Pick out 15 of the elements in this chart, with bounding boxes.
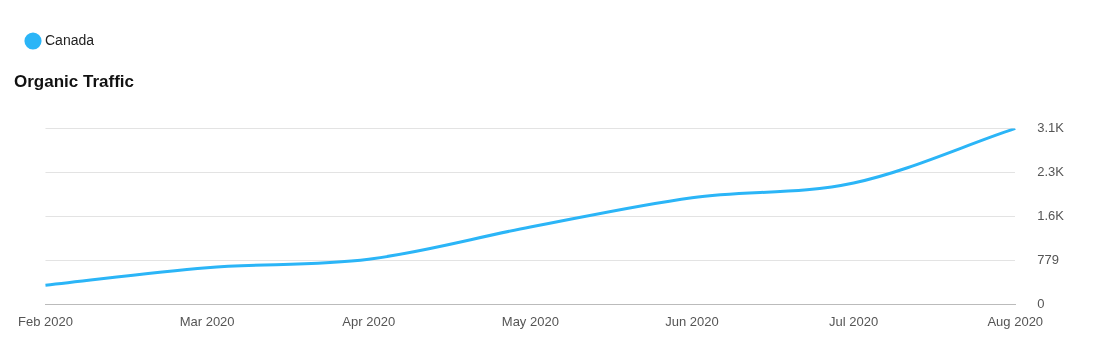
x-tick-label: Apr 2020 <box>342 313 396 329</box>
x-tick-label: Jul 2020 <box>829 313 879 329</box>
x-tick-label: Feb 2020 <box>18 313 73 329</box>
line-series <box>43 128 1017 287</box>
y-tick-label: 3.1K <box>1037 119 1065 135</box>
y-tick-label: 2.3K <box>1037 163 1065 179</box>
y-tick-label: 1.6K <box>1037 207 1065 223</box>
y-tick-label: 779 <box>1037 251 1059 267</box>
y-tick-label: 0 <box>1037 295 1045 311</box>
x-tick-label: Aug 2020 <box>987 313 1044 329</box>
x-tick-label: Mar 2020 <box>179 313 235 329</box>
legend-label: Canada <box>45 31 95 48</box>
x-tick-label: May 2020 <box>501 313 559 329</box>
chart-title: Organic Traffic <box>14 71 134 91</box>
x-tick-label: Jun 2020 <box>665 313 719 329</box>
